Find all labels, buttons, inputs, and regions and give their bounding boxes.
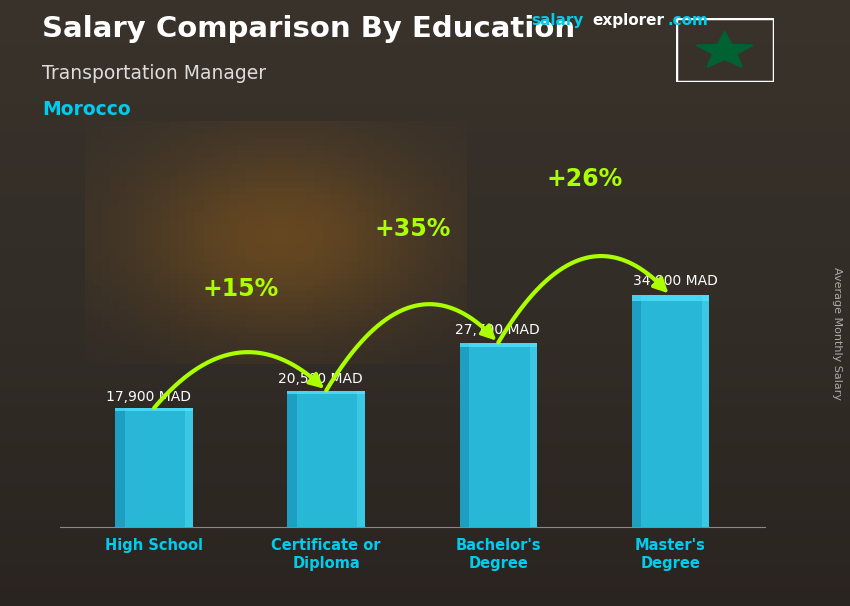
Bar	[632, 295, 709, 301]
Text: +35%: +35%	[374, 217, 450, 241]
Polygon shape	[697, 32, 752, 67]
Bar	[116, 408, 193, 527]
Text: 27,700 MAD: 27,700 MAD	[456, 323, 540, 337]
Bar	[701, 295, 709, 527]
Text: Salary Comparison By Education: Salary Comparison By Education	[42, 15, 575, 43]
Bar	[358, 390, 365, 527]
Bar	[530, 342, 537, 527]
Text: 34,800 MAD: 34,800 MAD	[632, 275, 717, 288]
Text: Average Monthly Salary: Average Monthly Salary	[832, 267, 842, 400]
Bar	[632, 295, 709, 527]
Bar	[116, 408, 193, 411]
Text: Morocco: Morocco	[42, 100, 131, 119]
Text: salary: salary	[531, 13, 584, 28]
Text: Transportation Manager: Transportation Manager	[42, 64, 267, 82]
Text: explorer: explorer	[592, 13, 665, 28]
Bar	[116, 408, 125, 527]
Text: 20,500 MAD: 20,500 MAD	[278, 373, 363, 387]
Bar	[460, 342, 537, 527]
Text: 17,900 MAD: 17,900 MAD	[106, 390, 191, 404]
Bar	[460, 342, 469, 527]
Bar	[287, 390, 365, 527]
Text: .com: .com	[667, 13, 708, 28]
Bar	[185, 408, 193, 527]
Bar	[460, 342, 537, 347]
Text: +15%: +15%	[202, 278, 278, 301]
Bar	[632, 295, 641, 527]
Bar	[287, 390, 365, 394]
Bar	[287, 390, 297, 527]
Text: +26%: +26%	[547, 167, 622, 191]
